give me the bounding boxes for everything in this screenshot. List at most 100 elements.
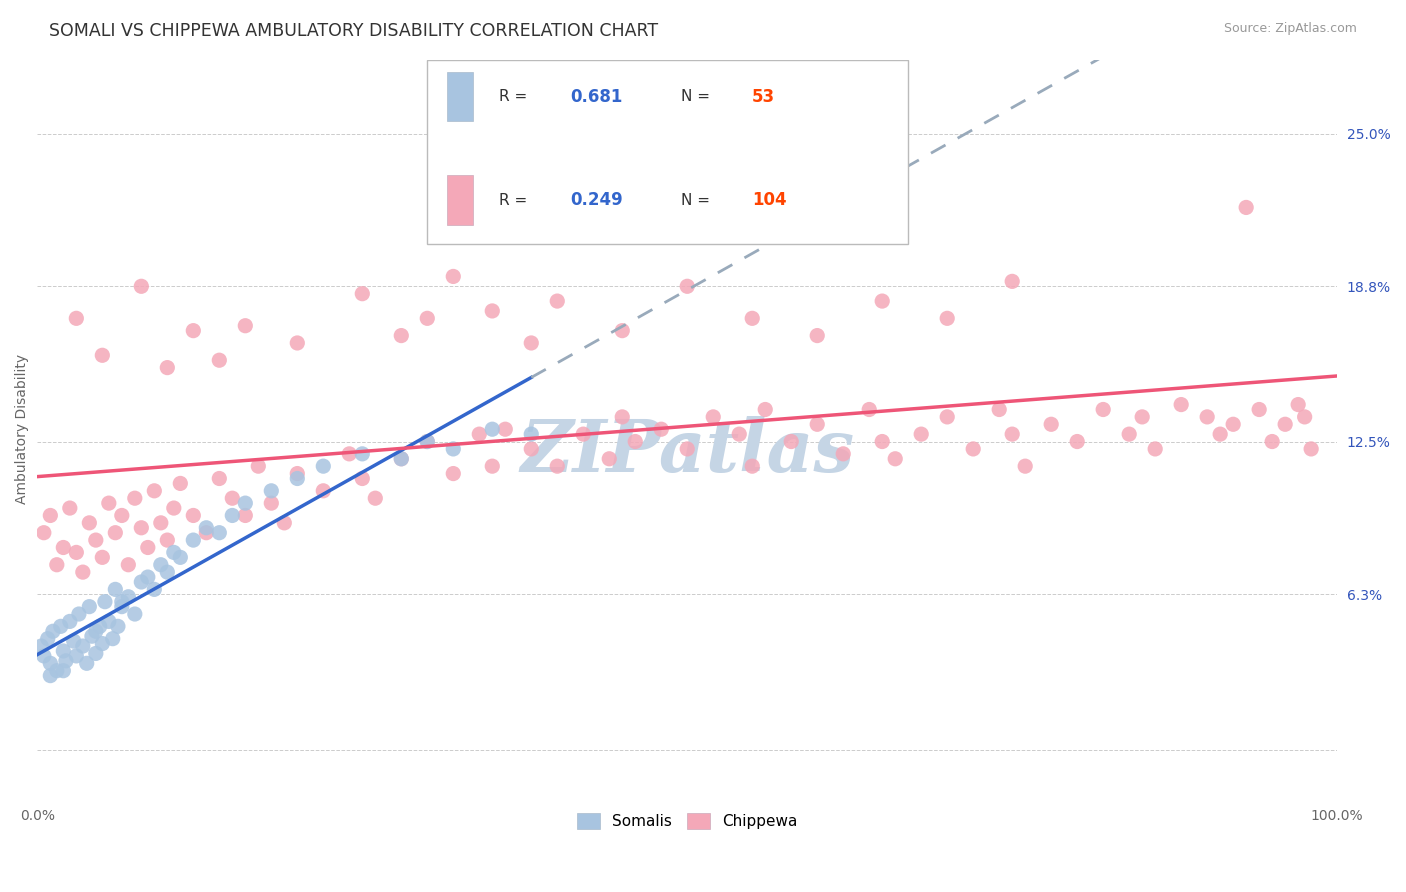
Point — [285, 467, 308, 481]
Point — [936, 409, 959, 424]
Point — [55, 654, 77, 668]
Point — [181, 533, 204, 547]
Point — [468, 427, 491, 442]
Point — [149, 558, 172, 572]
Text: 104: 104 — [752, 191, 787, 209]
Point — [884, 451, 907, 466]
Point — [79, 516, 101, 530]
Point — [1118, 427, 1140, 442]
Point — [221, 508, 243, 523]
Point — [208, 471, 231, 485]
Point — [59, 615, 82, 629]
Text: R =: R = — [499, 89, 531, 104]
Point — [32, 525, 55, 540]
Point — [111, 595, 134, 609]
Bar — [447, 72, 472, 121]
Point — [780, 434, 803, 449]
Point — [65, 648, 87, 663]
Point — [612, 409, 634, 424]
Point — [156, 533, 179, 547]
Point — [169, 476, 191, 491]
Point — [416, 434, 439, 449]
Point — [520, 335, 543, 350]
Point — [208, 525, 231, 540]
Point — [37, 632, 59, 646]
Point — [650, 422, 672, 436]
Point — [84, 624, 107, 639]
Point — [97, 615, 120, 629]
Point — [32, 648, 55, 663]
Point — [389, 451, 412, 466]
Text: ZIPatlas: ZIPatlas — [520, 416, 855, 487]
Point — [858, 402, 880, 417]
Text: Source: ZipAtlas.com: Source: ZipAtlas.com — [1223, 22, 1357, 36]
Point — [1261, 434, 1284, 449]
Point — [598, 451, 620, 466]
Point — [962, 442, 984, 456]
Point — [181, 324, 204, 338]
Point — [389, 451, 412, 466]
Point — [1197, 409, 1219, 424]
Point — [195, 525, 218, 540]
Point — [163, 545, 186, 559]
Point — [84, 533, 107, 547]
Point — [416, 434, 439, 449]
Point — [45, 664, 67, 678]
Point — [247, 459, 270, 474]
Point — [80, 629, 103, 643]
Point — [728, 427, 751, 442]
Point — [233, 508, 256, 523]
Point — [1092, 402, 1115, 417]
Point — [65, 311, 87, 326]
Point — [936, 311, 959, 326]
Point — [441, 442, 464, 456]
Point — [1170, 398, 1192, 412]
Point — [1209, 427, 1232, 442]
Point — [676, 442, 699, 456]
Point — [832, 447, 855, 461]
Text: SOMALI VS CHIPPEWA AMBULATORY DISABILITY CORRELATION CHART: SOMALI VS CHIPPEWA AMBULATORY DISABILITY… — [49, 22, 658, 40]
Point — [72, 565, 94, 579]
Point — [30, 639, 52, 653]
Point — [494, 422, 516, 436]
Point — [195, 521, 218, 535]
Text: 53: 53 — [752, 87, 775, 105]
Point — [337, 447, 360, 461]
Point — [91, 550, 114, 565]
Point — [117, 590, 139, 604]
Point — [416, 311, 439, 326]
Point — [624, 434, 647, 449]
Point — [572, 427, 595, 442]
Point — [107, 619, 129, 633]
Text: N =: N = — [681, 193, 714, 208]
Point — [67, 607, 90, 621]
Point — [143, 582, 166, 597]
Point — [389, 328, 412, 343]
Point — [45, 558, 67, 572]
Point — [52, 541, 75, 555]
Point — [481, 459, 503, 474]
Point — [49, 619, 72, 633]
Legend: Somalis, Chippewa: Somalis, Chippewa — [571, 806, 804, 836]
Point — [1001, 427, 1024, 442]
Text: 0.681: 0.681 — [571, 87, 623, 105]
Text: N =: N = — [681, 89, 714, 104]
Point — [1249, 402, 1271, 417]
Point — [806, 328, 828, 343]
Point — [312, 459, 335, 474]
Point — [156, 565, 179, 579]
Point — [181, 508, 204, 523]
Text: R =: R = — [499, 193, 531, 208]
Y-axis label: Ambulatory Disability: Ambulatory Disability — [15, 354, 30, 504]
Point — [1040, 417, 1063, 432]
Point — [612, 324, 634, 338]
Point — [104, 582, 127, 597]
Point — [39, 508, 62, 523]
Point — [233, 318, 256, 333]
Point — [1014, 459, 1036, 474]
Point — [124, 491, 146, 506]
Point — [101, 632, 124, 646]
Point — [39, 657, 62, 671]
Point — [163, 501, 186, 516]
Point — [111, 508, 134, 523]
